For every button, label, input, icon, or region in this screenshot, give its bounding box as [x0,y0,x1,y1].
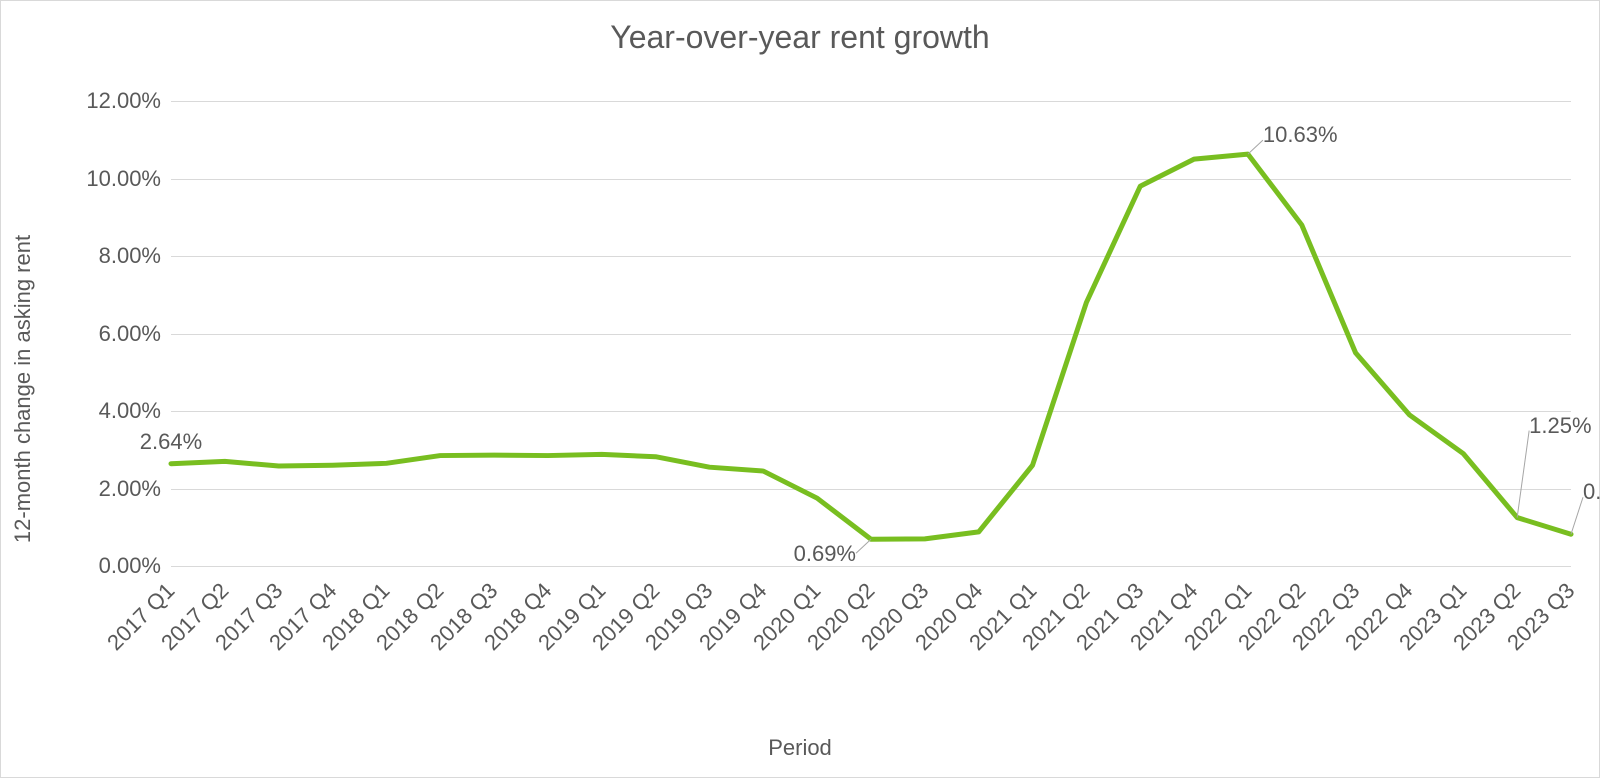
chart-container: Year-over-year rent growth 12-month chan… [0,0,1600,778]
data-label: 1.25% [1529,413,1591,439]
x-axis-title: Period [1,735,1599,761]
series-line [171,154,1571,539]
data-label: 2.64% [140,429,202,455]
y-tick-label: 10.00% [86,166,161,192]
gridline [171,566,1571,567]
data-label: 0.82% [1583,479,1600,505]
plot-area: 0.00%2.00%4.00%6.00%8.00%10.00%12.00%201… [171,101,1571,566]
y-tick-label: 4.00% [99,398,161,424]
leader-line [1517,431,1529,518]
data-label: 10.63% [1263,122,1338,148]
leader-line [1248,140,1263,154]
leader-line [856,539,871,553]
chart-title: Year-over-year rent growth [1,19,1599,56]
y-tick-label: 6.00% [99,321,161,347]
y-tick-label: 0.00% [99,553,161,579]
leader-line [1571,497,1583,534]
y-tick-label: 12.00% [86,88,161,114]
line-svg [171,101,1571,566]
data-label: 0.69% [794,541,856,567]
y-axis-title: 12-month change in asking rent [10,235,36,543]
y-tick-label: 8.00% [99,243,161,269]
y-tick-label: 2.00% [99,476,161,502]
